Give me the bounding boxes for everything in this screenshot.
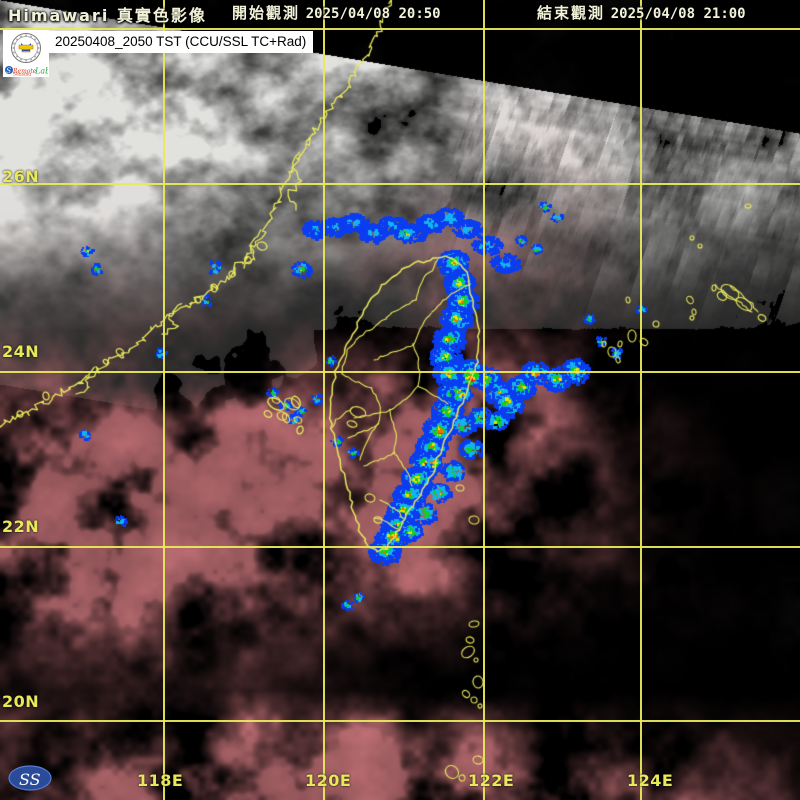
remote-sensing-lab-wordmark-icon: S Remote Sensing Lab — [5, 66, 48, 77]
parallel-line-3 — [0, 371, 800, 373]
longitude-label-118e: 118E — [137, 771, 184, 790]
svg-text:S: S — [6, 67, 11, 75]
parallel-line-2 — [0, 183, 800, 185]
product-title: Himawari 真實色影像 — [8, 2, 207, 26]
latitude-label-20n: 20N — [2, 692, 40, 711]
svg-text:Remote: Remote — [12, 68, 37, 75]
latitude-label-24n: 24N — [2, 342, 40, 361]
product-title-text: Himawari 真實色影像 — [8, 6, 207, 25]
oval-script-logo: SS — [8, 765, 52, 791]
observation-start-time: 2025/04/08 20:50 — [305, 6, 441, 22]
latitude-label-26n: 26N — [2, 167, 40, 186]
observation-end: 結束觀測 2025/04/08 21:00 — [537, 2, 746, 23]
longitude-label-124e: 124E — [627, 771, 674, 790]
observation-start: 開始觀測 2025/04/08 20:50 — [232, 2, 441, 23]
latitude-label-22n: 22N — [2, 517, 40, 536]
meridian-line-4 — [640, 0, 642, 800]
longitude-label-122e: 122E — [468, 771, 515, 790]
observation-end-label: 結束觀測 — [537, 4, 606, 22]
observation-end-time: 2025/04/08 21:00 — [610, 6, 746, 22]
meridian-line-2 — [323, 0, 325, 800]
meridian-line-3 — [483, 0, 485, 800]
longitude-label-120e: 120E — [305, 771, 352, 790]
parallel-line-1 — [0, 28, 800, 30]
university-seal-logo: S Remote Sensing Lab — [3, 30, 49, 77]
svg-text:Sensing: Sensing — [13, 72, 31, 77]
image-caption-label: 20250408_2050 TST (CCU/SSL TC+Rad) — [48, 31, 314, 53]
seal-icon — [11, 33, 41, 63]
observation-start-label: 開始觀測 — [232, 4, 301, 22]
svg-text:SS: SS — [19, 770, 41, 789]
svg-text:Lab: Lab — [34, 67, 48, 76]
parallel-line-4 — [0, 546, 800, 548]
parallel-line-5 — [0, 720, 800, 722]
meridian-line-1 — [163, 0, 165, 800]
